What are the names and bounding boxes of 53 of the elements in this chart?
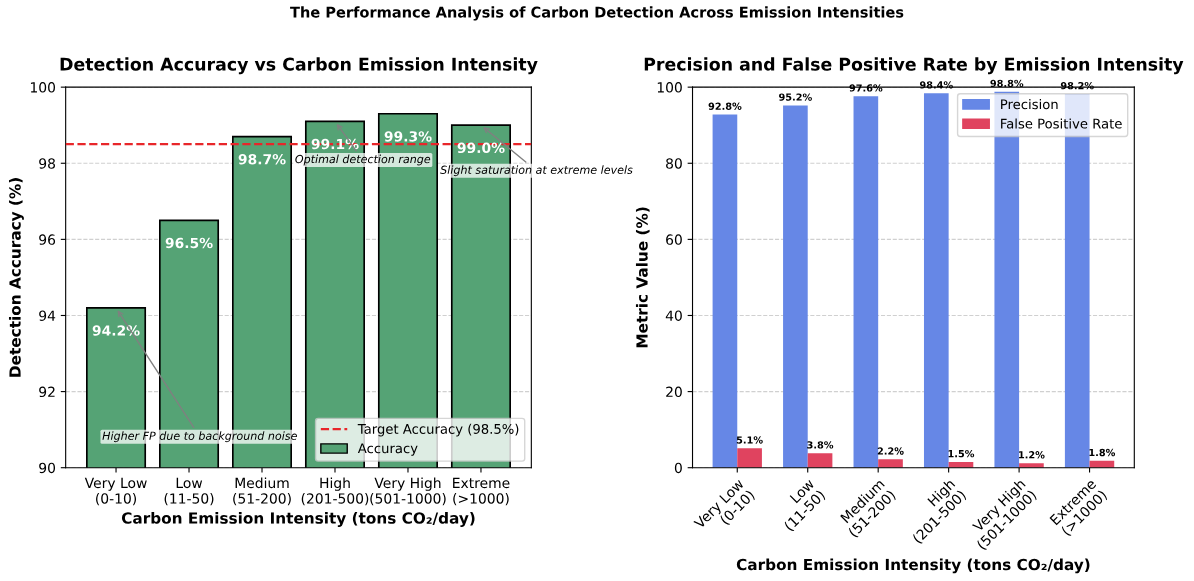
- bar: [712, 114, 738, 468]
- data-label: 5.1%: [736, 436, 763, 444]
- x-tick-label: Very High (501-1000): [370, 477, 446, 506]
- y-tick-label: 60: [666, 234, 682, 245]
- data-label: 92.8%: [708, 102, 742, 110]
- data-label: 98.8%: [990, 79, 1024, 88]
- data-label: 1.5%: [948, 449, 975, 458]
- data-label: 95.2%: [779, 93, 812, 101]
- data-label: 3.8%: [807, 441, 834, 449]
- data-label: 94.2%: [92, 325, 140, 336]
- data-label: 99.0%: [457, 142, 505, 154]
- data-label: 1.2%: [1019, 451, 1045, 459]
- bar: [853, 96, 879, 468]
- y-tick-label: 100: [30, 82, 56, 93]
- bar: [923, 93, 949, 468]
- data-label: 98.7%: [238, 153, 286, 165]
- legend-label: False Positive Rate: [1001, 118, 1122, 129]
- annotation: Slight saturation at extreme levels: [440, 165, 633, 177]
- data-label: 99.3%: [384, 131, 432, 142]
- x-tick-label: Extreme (>1000): [453, 477, 510, 506]
- annotation: Higher FP due to background noise: [102, 431, 297, 443]
- text: The Performance Analysis of Carbon Detection Across Emission Intensities: [290, 6, 904, 21]
- y-tick-label: 0: [674, 462, 682, 474]
- y-axis-title: Metric Value (%): [635, 207, 650, 348]
- bar: [737, 448, 762, 468]
- y-tick-label: 98: [39, 158, 55, 169]
- annotation: Optimal detection range: [295, 154, 431, 166]
- x-tick-label: Low (11-50): [164, 477, 214, 506]
- y-tick-label: 96: [39, 234, 56, 245]
- x-tick-label: Medium (51-200): [233, 477, 291, 506]
- y-tick-label: 20: [666, 386, 682, 398]
- y-axis-title: Detection Accuracy (%): [8, 178, 24, 377]
- y-tick-label: 80: [666, 158, 682, 169]
- bar: [807, 453, 833, 468]
- x-tick-label: High (201-500): [301, 477, 369, 506]
- bar: [878, 459, 903, 468]
- data-label: 96.5%: [165, 237, 213, 249]
- bar: [783, 105, 808, 468]
- data-label: 1.8%: [1089, 448, 1116, 457]
- y-tick-label: 94: [39, 310, 56, 321]
- legend-label: Precision: [1001, 99, 1058, 110]
- chart-title: Detection Accuracy vs Carbon Emission Intensity: [60, 57, 538, 75]
- y-tick-label: 40: [665, 310, 682, 321]
- y-tick-label: 90: [39, 462, 56, 474]
- chart-title: Precision and False Positive Rate by Emission Intensity: [644, 57, 1184, 75]
- legend-label: Target Accuracy (98.5%): [357, 423, 519, 437]
- x-axis-title: Carbon Emission Intensity (tons CO₂/day): [736, 558, 1090, 574]
- x-tick-label: Very Low (0-10): [84, 477, 147, 506]
- legend-label: Accuracy: [357, 443, 418, 456]
- y-tick-label: 92: [39, 386, 55, 398]
- y-tick-label: 100: [657, 82, 682, 93]
- data-label: 98.4%: [919, 81, 953, 89]
- x-axis-title: Carbon Emission Intensity (tons CO₂/day): [121, 511, 475, 527]
